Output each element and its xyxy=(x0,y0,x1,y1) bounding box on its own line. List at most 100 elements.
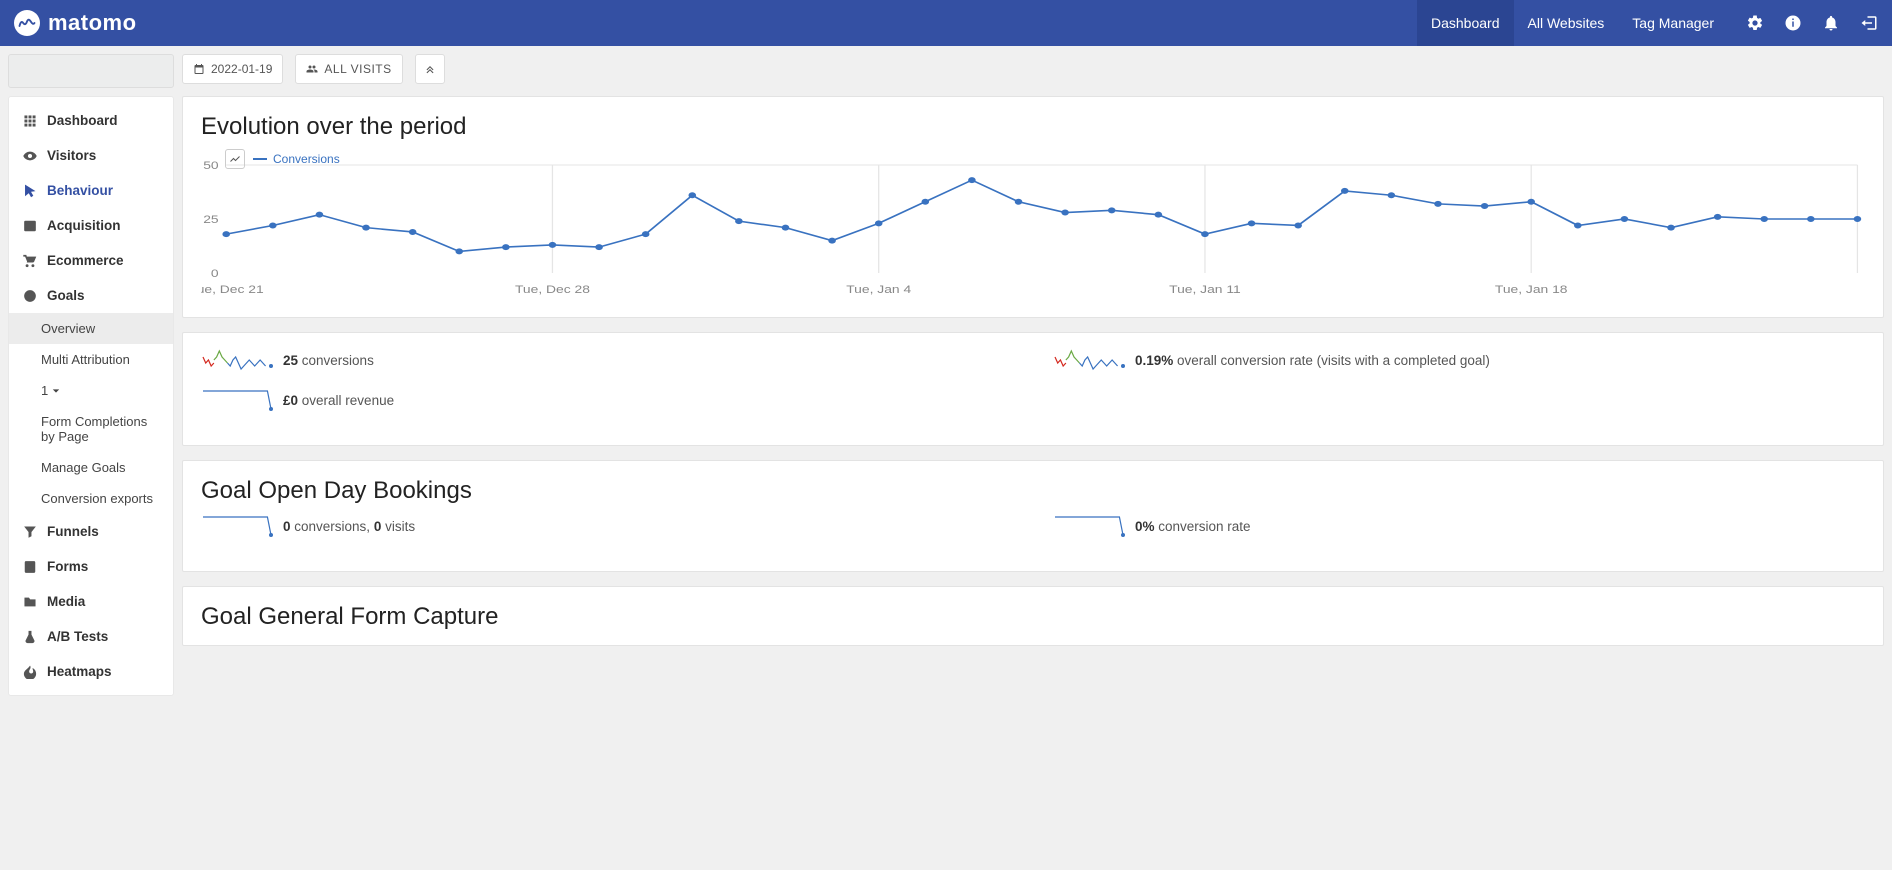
folder-icon xyxy=(23,595,37,609)
svg-text:50: 50 xyxy=(203,159,218,171)
sidenav-sub-overview[interactable]: Overview xyxy=(9,313,173,344)
open-day-visits-label: visits xyxy=(381,519,415,534)
sidenav-sub-number-dropdown[interactable]: 1 xyxy=(9,375,173,406)
sidenav-sub-number-value: 1 xyxy=(41,383,48,398)
sidenav-sub-multi-attribution[interactable]: Multi Attribution xyxy=(9,344,173,375)
stat-revenue: £0 overall revenue xyxy=(201,389,1013,411)
sparkline-conversions xyxy=(201,349,273,371)
eye-icon xyxy=(23,149,37,163)
stat-open-day-conversions: 0 conversions, 0 visits xyxy=(201,515,1013,537)
svg-text:Tue, Jan 18: Tue, Jan 18 xyxy=(1495,283,1568,295)
legend-conversions[interactable]: Conversions xyxy=(253,152,340,166)
segment-selector[interactable]: ALL VISITS xyxy=(295,54,402,84)
inbox-icon xyxy=(23,219,37,233)
sidenav-label: Visitors xyxy=(47,148,96,163)
sidebar-search[interactable] xyxy=(8,54,174,88)
cart-icon xyxy=(23,254,37,268)
grid-icon xyxy=(23,114,37,128)
sidenav-label: Forms xyxy=(47,559,88,574)
date-value: 2022-01-19 xyxy=(211,62,272,76)
evolution-line-chart: 0 25 50 Tue, Dec 21 Tue, Dec 28 Tue, Jan 4 Tue… xyxy=(201,151,1865,301)
panel-goal-open-day: Goal Open Day Bookings 0 conversions, 0 … xyxy=(182,460,1884,572)
sidenav-label: Behaviour xyxy=(47,183,113,198)
panel-summary-stats: 25 conversions £0 overall revenue 0.19% … xyxy=(182,332,1884,446)
svg-text:Tue, Jan 4: Tue, Jan 4 xyxy=(846,283,911,295)
sparkline-open-day-conversions xyxy=(201,515,273,537)
sparkline-open-day-rate xyxy=(1053,515,1125,537)
chart-type-selector[interactable] xyxy=(225,149,245,169)
sidenav-label: Goals xyxy=(47,288,85,303)
topnav-all-websites[interactable]: All Websites xyxy=(1514,0,1619,46)
svg-text:0: 0 xyxy=(211,267,219,279)
double-chevron-up-icon xyxy=(424,63,436,75)
form-icon xyxy=(23,560,37,574)
stat-conversion-rate: 0.19% overall conversion rate (visits wi… xyxy=(1053,349,1865,371)
sidenav-item-heatmaps[interactable]: Heatmaps xyxy=(9,654,173,689)
settings-icon[interactable] xyxy=(1746,14,1764,32)
sidenav-label: Dashboard xyxy=(47,113,118,128)
sidenav-sub-conversion-exports[interactable]: Conversion exports xyxy=(9,483,173,514)
svg-text:Tue, Dec 21: Tue, Dec 21 xyxy=(201,283,264,295)
caret-down-icon xyxy=(52,387,60,395)
svg-text:Tue, Dec 28: Tue, Dec 28 xyxy=(515,283,590,295)
notifications-icon[interactable] xyxy=(1822,14,1840,32)
sidenav-label: Funnels xyxy=(47,524,99,539)
topnav-tag-manager[interactable]: Tag Manager xyxy=(1618,0,1728,46)
sidenav-label: Heatmaps xyxy=(47,664,112,679)
sidenav-item-funnels[interactable]: Funnels xyxy=(9,514,173,549)
flask-icon xyxy=(23,630,37,644)
brand-logo[interactable]: matomo xyxy=(14,10,137,36)
sidenav-item-goals[interactable]: Goals xyxy=(9,278,173,313)
sidenav-item-media[interactable]: Media xyxy=(9,584,173,619)
panel-goal-general-form: Goal General Form Capture xyxy=(182,586,1884,646)
sidenav-sub-manage-goals[interactable]: Manage Goals xyxy=(9,452,173,483)
sidenav-item-behaviour[interactable]: Behaviour xyxy=(9,173,173,208)
panel-evolution-chart: Evolution over the period Conversions 0 2… xyxy=(182,96,1884,318)
target-icon xyxy=(23,289,37,303)
brand-logo-icon xyxy=(14,10,40,36)
sparkline-revenue xyxy=(201,389,273,411)
stat-rate-value: 0.19% xyxy=(1135,353,1173,368)
segment-value: ALL VISITS xyxy=(324,62,391,76)
sidenav-label: A/B Tests xyxy=(47,629,108,644)
signout-icon[interactable] xyxy=(1860,14,1878,32)
goal-open-day-title: Goal Open Day Bookings xyxy=(201,477,1865,505)
sidenav-item-ecommerce[interactable]: Ecommerce xyxy=(9,243,173,278)
sidenav-label: Media xyxy=(47,594,85,609)
sidenav-sub-form-completions[interactable]: Form Completions by Page xyxy=(9,406,173,452)
sidebar-search-input[interactable] xyxy=(23,63,203,80)
svg-text:25: 25 xyxy=(203,213,218,225)
stat-conversions-value: 25 xyxy=(283,353,298,368)
sidenav-label: Acquisition xyxy=(47,218,121,233)
legend-label: Conversions xyxy=(273,152,340,166)
line-chart-icon xyxy=(229,153,241,165)
open-day-rate-label: conversion rate xyxy=(1155,519,1251,534)
sidenav-item-dashboard[interactable]: Dashboard xyxy=(9,103,173,138)
calendar-icon xyxy=(193,63,205,75)
collapse-toolbar-button[interactable] xyxy=(415,54,445,84)
evolution-chart-title: Evolution over the period xyxy=(201,113,1865,141)
open-day-rate-value: 0% xyxy=(1135,519,1155,534)
sparkline-conversion-rate xyxy=(1053,349,1125,371)
users-icon xyxy=(306,63,318,75)
stat-rate-label: overall conversion rate (visits with a c… xyxy=(1173,353,1490,368)
funnel-icon xyxy=(23,525,37,539)
stat-conversions: 25 conversions xyxy=(201,349,1013,371)
stat-revenue-label: overall revenue xyxy=(298,393,394,408)
date-selector[interactable]: 2022-01-19 xyxy=(182,54,283,84)
topnav-dashboard[interactable]: Dashboard xyxy=(1417,0,1514,46)
svg-text:Tue, Jan 11: Tue, Jan 11 xyxy=(1169,283,1241,295)
stat-revenue-value: £0 xyxy=(283,393,298,408)
open-day-conv-label: conversions, xyxy=(291,519,374,534)
goal-general-form-title: Goal General Form Capture xyxy=(201,603,1865,631)
flame-icon xyxy=(23,665,37,679)
stat-conversions-label: conversions xyxy=(298,353,374,368)
info-icon[interactable] xyxy=(1784,14,1802,32)
sidenav-item-abtests[interactable]: A/B Tests xyxy=(9,619,173,654)
sidenav-item-acquisition[interactable]: Acquisition xyxy=(9,208,173,243)
sidenav-item-forms[interactable]: Forms xyxy=(9,549,173,584)
legend-swatch xyxy=(253,158,267,160)
sidenav-label: Ecommerce xyxy=(47,253,124,268)
sidenav-item-visitors[interactable]: Visitors xyxy=(9,138,173,173)
open-day-conv-value: 0 xyxy=(283,519,291,534)
